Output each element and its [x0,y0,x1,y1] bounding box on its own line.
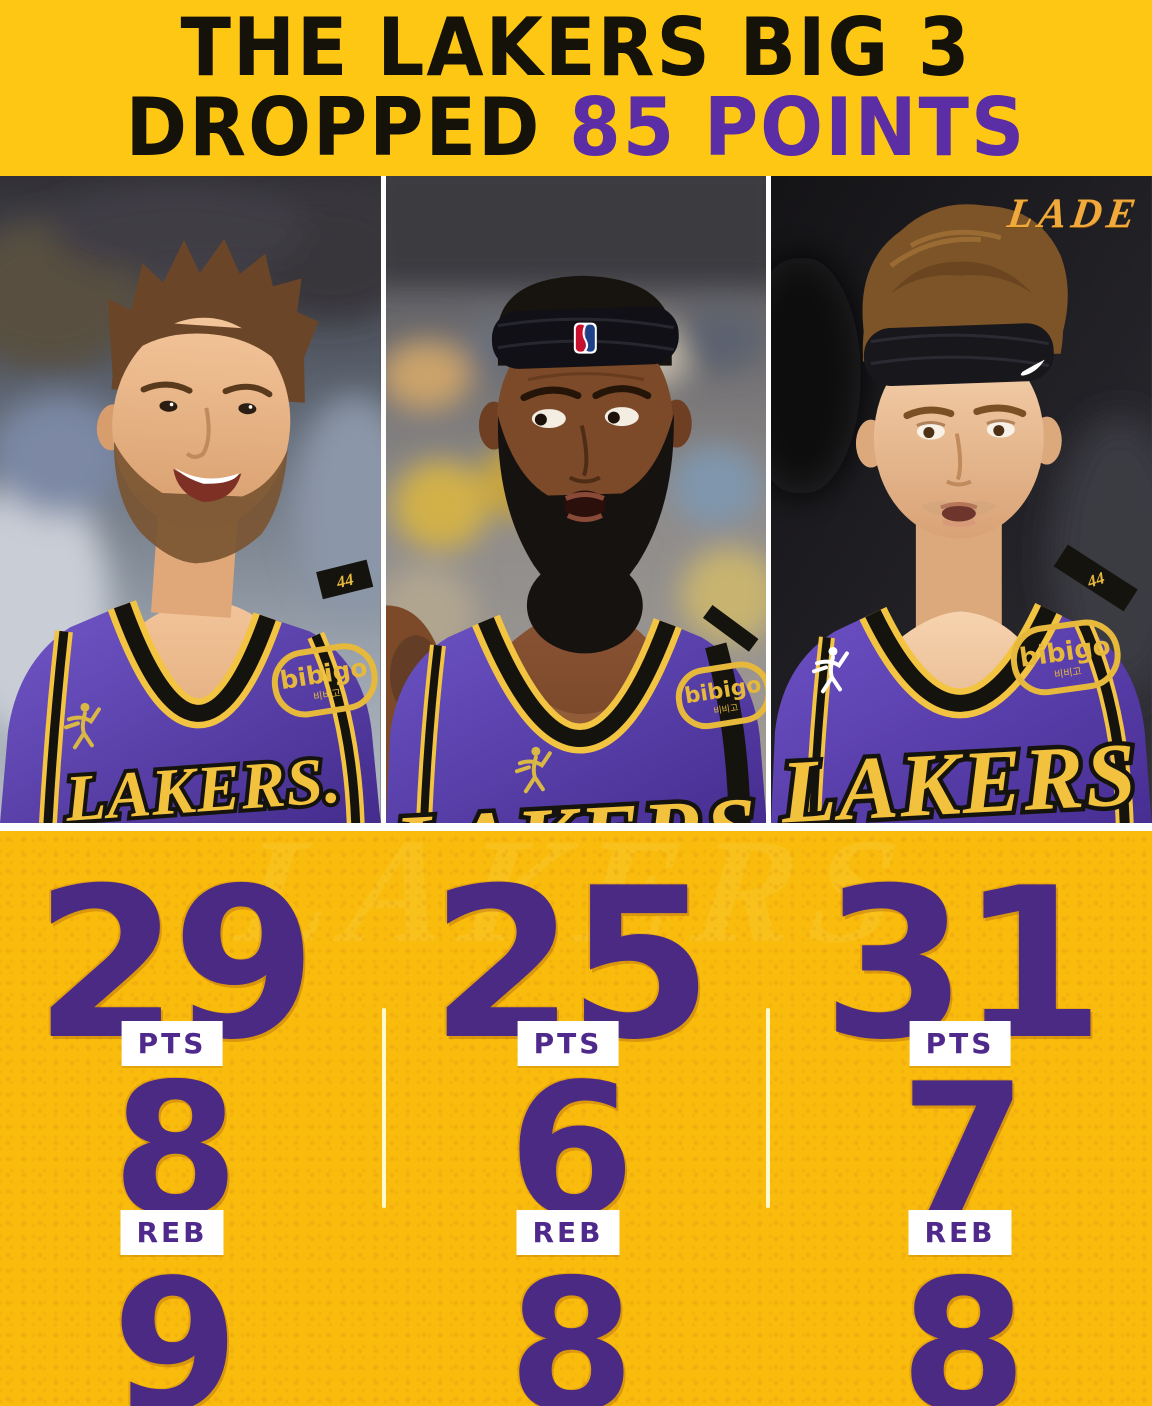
jumpman-icon [63,702,101,750]
sponsor-subtext: 비비고 [313,687,342,703]
photo-player-left: 44 bibigo 비비고 LAKERS. [0,176,381,823]
eyebrow [222,383,273,398]
face [112,317,291,530]
jersey: bibigo 비비고 LAKERS [385,604,767,823]
pts-label-badge: PTS [517,1021,619,1066]
sponsor-subtext: 비비고 [1054,665,1083,681]
row3-value: 8 [508,1240,635,1406]
eyebrow [591,385,651,400]
strap-number: 44 [334,570,356,593]
jumpman-icon [514,746,552,794]
photo-right-illustration: 44 bibigo 비비고 LAKERS [771,176,1152,823]
reb-label-badge: REB [908,1210,1012,1255]
stats-section: LAKERS 29 PTS 8 REB 9 25 PTS 6 REB 8 31 … [0,831,1152,1406]
photo-left-illustration: 44 bibigo 비비고 LAKERS. [0,176,381,823]
headline-line2-black: DROPPED [125,81,570,175]
lade-watermark: LADE [1004,191,1144,237]
pts-label-badge: PTS [121,1021,223,1066]
blurred-arena-background [0,185,381,736]
nose [946,433,973,487]
column-divider [382,1008,386,1208]
photo-middle-illustration: bibigo 비비고 LAKERS [385,176,767,823]
player-head [96,238,319,618]
open-mouth [942,505,977,522]
divider-strip [0,823,1152,831]
player-head [856,204,1069,539]
headline-line2: DROPPED 85 POINTS [126,88,1027,168]
headband [864,323,1055,386]
photo-strip: 44 bibigo 비비고 LAKERS. [0,176,1152,823]
halftone-pattern [0,831,1152,1406]
nba-logo-icon [573,322,597,354]
sponsor-subtext: 비비고 [713,702,739,717]
hair-highlight [889,229,1002,268]
photo-player-right: 44 bibigo 비비고 LAKERS [771,176,1152,823]
jumpman-icon [812,646,850,694]
eyebrow [973,404,1027,418]
photo-player-middle: bibigo 비비고 LAKERS [385,176,767,823]
reb-label-badge: REB [120,1210,224,1255]
stat-column-left: 29 PTS 8 REB 9 [0,831,384,1406]
pts-label-badge: PTS [909,1021,1011,1066]
strap-number: 44 [1084,568,1107,592]
headline-line2-highlight: 85 POINTS [569,81,1027,175]
jersey: 44 bibigo 비비고 LAKERS [771,544,1152,823]
beard [113,441,288,564]
row3-value: 8 [900,1240,1027,1406]
nose [568,425,601,484]
eyebrow [520,386,582,402]
hair-over-band [891,261,1034,294]
column-divider [766,1008,770,1208]
smiling-mouth [173,468,242,502]
row3-value: 9 [112,1240,239,1406]
beard [497,413,674,646]
headband [491,306,679,369]
reb-label-badge: REB [516,1210,620,1255]
eyebrow [903,406,955,420]
eyes [916,419,1016,440]
jersey: 44 bibigo 비비고 LAKERS. [0,559,381,823]
hair-fringe [121,320,292,374]
swoosh-icon [1021,359,1046,376]
eyes [531,407,639,429]
face [496,316,673,525]
stat-column-middle: 25 PTS 6 REB 8 [384,831,768,1406]
headline-line1: THE LAKERS BIG 3 [180,1,972,95]
stat-column-right: 31 PTS 7 REB 8 [768,831,1152,1406]
player-head [478,275,692,654]
shoulder-strap [1054,544,1139,612]
nose [185,407,211,459]
eyebrow [140,381,193,394]
jersey-number-tag: 44 [316,559,374,600]
jersey-wordmark: LAKERS. [62,744,344,823]
header-banner: THE LAKERS BIG 3 DROPPED 85 POINTS [0,0,1152,176]
jersey-wordmark: LAKERS [778,725,1140,823]
